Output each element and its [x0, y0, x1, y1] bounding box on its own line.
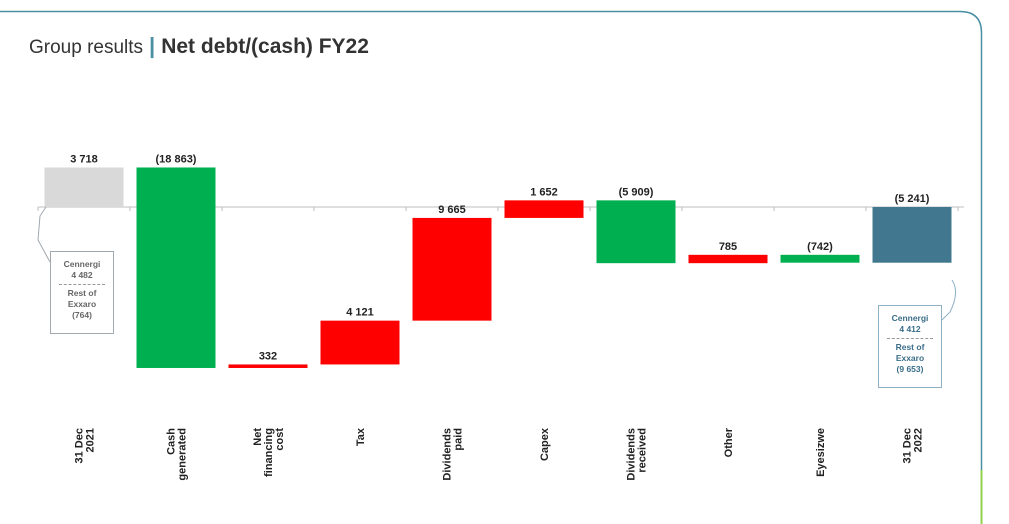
callout-leader-start — [37, 206, 51, 263]
category-label-line: Eyesizwe — [815, 428, 827, 477]
bar-value-label: (742) — [807, 241, 833, 253]
category-label: Dividends received — [626, 428, 649, 481]
chart-title: Net debt/(cash) FY22 — [161, 35, 369, 58]
page-header: Group results | Net debt/(cash) FY22 — [29, 33, 369, 59]
waterfall-bar — [872, 207, 952, 263]
title-separator: | — [149, 33, 156, 58]
category-label: 31 Dec 2021 — [74, 428, 97, 463]
category-label-line: financing — [263, 428, 275, 477]
category-label: Capex — [539, 427, 551, 461]
category-label-line: Capex — [539, 427, 551, 461]
category-label-line: Net — [252, 428, 264, 446]
callout-line: 4 482 — [71, 270, 93, 280]
category-label-line: cost — [274, 428, 286, 451]
callout-line: Exxaro — [895, 353, 925, 363]
waterfall-bar — [320, 320, 400, 365]
bar-value-label: 4 121 — [346, 307, 374, 319]
category-label: Cash generated — [166, 428, 189, 481]
waterfall-bar — [412, 217, 492, 321]
category-label-line: Dividends — [442, 428, 454, 481]
callout-line: 4 412 — [899, 324, 921, 334]
waterfall-bar — [780, 254, 860, 263]
callout-leader-end — [941, 279, 956, 321]
waterfall-bar — [44, 167, 124, 207]
waterfall-bar — [596, 200, 676, 264]
callout-divider — [59, 284, 105, 285]
callout-line: Cennergi — [891, 313, 929, 323]
waterfall-bar — [228, 364, 308, 368]
waterfall-bar — [504, 200, 584, 218]
category-label-line: Tax — [355, 427, 367, 446]
closing-breakdown-callout: Cennergi 4 412 Rest of Exxaro (9 653) — [878, 305, 942, 388]
bar-value-label: 9 665 — [438, 204, 466, 216]
category-label-line: generated — [177, 428, 189, 481]
category-label-line: 31 Dec — [74, 428, 86, 463]
bar-value-label: (18 863) — [156, 153, 197, 165]
bar-value-label: 3 718 — [70, 153, 98, 165]
category-label-line: 2022 — [913, 428, 925, 452]
section-title: Group results — [29, 37, 144, 58]
category-label: Net financing cost — [252, 428, 286, 477]
bar-value-label: 1 652 — [530, 186, 558, 198]
category-label-line: 31 Dec — [902, 428, 914, 463]
category-label: Dividends paid — [442, 428, 465, 481]
category-label: Eyesizwe — [815, 428, 827, 477]
category-label: 31 Dec 2022 — [902, 428, 925, 463]
bar-value-label: 785 — [719, 241, 737, 253]
bar-value-label: (5 241) — [895, 193, 930, 205]
category-label-line: received — [637, 428, 649, 473]
bar-value-label: 332 — [259, 350, 277, 362]
waterfall-bar — [688, 254, 768, 264]
callout-line: Rest of — [895, 342, 925, 352]
category-label-line: Cash — [166, 428, 178, 455]
callout-line: (764) — [72, 310, 92, 320]
callout-line: Rest of — [67, 288, 97, 298]
category-label-line: 2021 — [85, 428, 97, 452]
callout-line: Cennergi — [63, 259, 101, 269]
category-label-line: paid — [453, 428, 465, 451]
opening-breakdown-callout: Cennergi 4 482 Rest of Exxaro (764) — [50, 251, 114, 334]
bar-value-label: (5 909) — [619, 186, 654, 198]
callout-line: Exxaro — [67, 299, 97, 309]
category-label-line: Dividends — [626, 428, 638, 481]
category-label-line: Other — [723, 427, 735, 457]
waterfall-bar — [136, 167, 216, 368]
category-label: Other — [723, 427, 735, 457]
callout-divider — [887, 338, 933, 339]
callout-line: (9 653) — [896, 364, 924, 374]
category-label: Tax — [355, 427, 367, 446]
